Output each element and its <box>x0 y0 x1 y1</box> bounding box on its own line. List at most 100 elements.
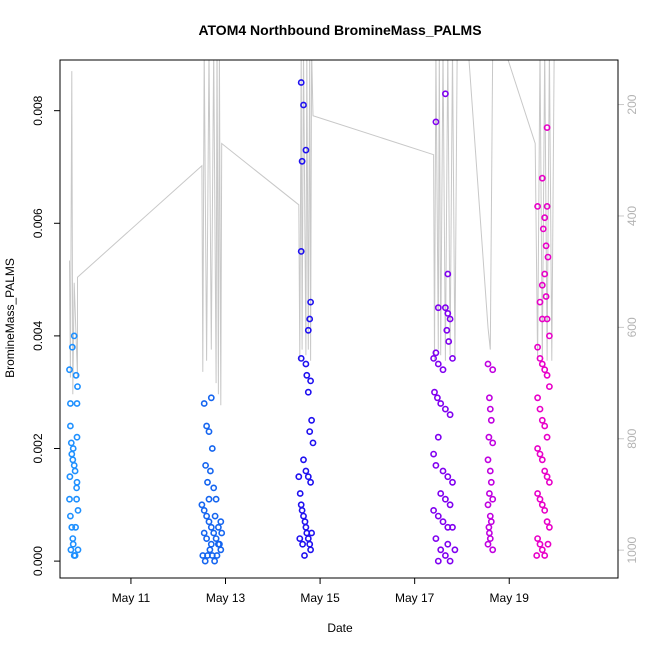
data-points-layer <box>66 79 553 565</box>
data-point <box>66 473 74 481</box>
plot-frame <box>59 59 619 579</box>
data-point <box>73 478 81 486</box>
data-point <box>543 518 551 526</box>
data-point <box>430 354 437 362</box>
data-point <box>538 416 546 424</box>
y-tick-label: 0.004 <box>31 321 45 351</box>
data-point <box>536 540 544 548</box>
data-point <box>307 478 314 486</box>
y-tick-label: 0.008 <box>31 95 45 125</box>
data-point <box>74 383 81 390</box>
data-point <box>487 518 495 526</box>
data-point <box>200 400 208 407</box>
data-point <box>430 506 437 514</box>
x-axis-label: Date <box>327 621 353 635</box>
data-point <box>69 535 77 542</box>
data-point <box>203 512 210 520</box>
data-point <box>430 450 437 458</box>
data-point <box>297 354 305 362</box>
data-point <box>307 377 314 385</box>
data-point <box>534 445 541 452</box>
data-point <box>66 366 73 374</box>
data-point <box>206 546 214 554</box>
pressure-trace-layer <box>69 60 555 406</box>
data-point <box>73 495 80 503</box>
data-point <box>68 523 76 531</box>
data-point <box>538 360 546 368</box>
data-point <box>541 467 549 475</box>
data-point <box>546 383 553 390</box>
data-point <box>441 495 449 503</box>
y-tick-label: 0.000 <box>31 546 45 576</box>
data-point <box>431 388 438 396</box>
data-point <box>211 557 218 565</box>
data-point <box>546 332 553 340</box>
data-point <box>69 540 77 548</box>
data-point <box>543 473 551 481</box>
data-point <box>539 225 547 233</box>
data-point <box>203 535 210 542</box>
series-2 <box>198 394 226 565</box>
data-point <box>486 535 494 542</box>
data-point <box>534 343 541 351</box>
data-point <box>434 304 442 312</box>
x-tick-label: May 17 <box>395 591 435 605</box>
data-point <box>543 202 551 210</box>
data-point <box>546 523 553 531</box>
data-point <box>444 473 452 481</box>
data-point <box>441 304 449 312</box>
x-tick-label: May 15 <box>300 591 340 605</box>
data-point <box>444 540 452 548</box>
data-point <box>67 400 74 407</box>
data-point <box>543 371 551 379</box>
data-point <box>544 540 552 548</box>
data-point <box>544 253 552 261</box>
data-point <box>444 309 452 317</box>
data-point <box>441 90 449 98</box>
data-point <box>444 270 452 278</box>
data-point <box>306 428 314 435</box>
data-point <box>306 315 314 323</box>
data-point <box>484 540 492 548</box>
data-point <box>449 478 456 486</box>
data-point <box>445 338 453 345</box>
data-point <box>198 501 206 509</box>
data-point <box>533 552 541 559</box>
y2-tick-label: 200 <box>625 94 639 114</box>
data-point <box>437 546 445 554</box>
data-point <box>207 523 215 531</box>
data-point <box>487 416 495 424</box>
data-point <box>536 354 544 362</box>
data-point <box>485 394 493 402</box>
data-point <box>434 557 442 565</box>
data-point <box>296 535 304 542</box>
data-point <box>434 433 442 441</box>
data-point <box>212 495 220 503</box>
data-point <box>68 343 76 351</box>
data-point <box>486 467 494 475</box>
data-point <box>441 405 449 413</box>
data-point <box>439 366 447 374</box>
y2-tick-label: 600 <box>625 317 639 337</box>
data-point <box>439 518 447 526</box>
data-point <box>486 405 494 413</box>
data-point <box>541 270 549 278</box>
data-point <box>304 388 312 396</box>
y-tick-label: 0.002 <box>31 433 45 463</box>
data-point <box>306 540 314 548</box>
data-point <box>205 518 213 526</box>
data-point <box>304 326 312 334</box>
data-point <box>297 79 305 86</box>
data-point <box>207 540 215 548</box>
data-point <box>485 523 493 531</box>
data-point <box>302 523 310 531</box>
y-tick-label: 0.006 <box>31 208 45 238</box>
data-point <box>432 461 440 469</box>
data-point <box>446 411 454 419</box>
data-point <box>541 552 549 559</box>
data-point <box>296 490 304 497</box>
series-1 <box>66 332 82 559</box>
data-point <box>206 467 214 475</box>
data-point <box>203 422 210 430</box>
data-point <box>214 523 222 531</box>
